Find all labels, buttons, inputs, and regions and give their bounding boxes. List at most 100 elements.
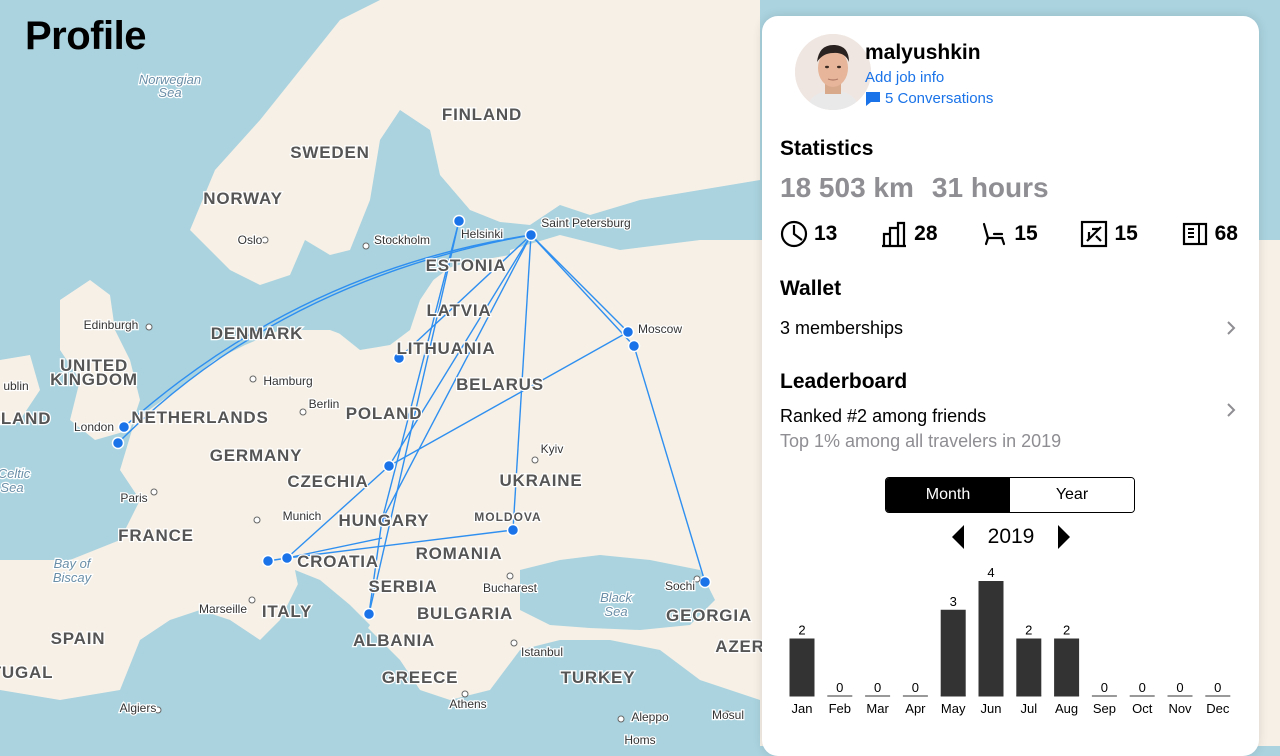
city-dot: [248, 596, 256, 604]
month-tick-label: Jan: [792, 701, 813, 716]
wallet-title: Wallet: [780, 277, 842, 300]
leaderboard-rank[interactable]: Ranked #2 among friends: [780, 406, 987, 426]
boarding-pass-icon: [1182, 222, 1207, 246]
mediterranean: [0, 650, 760, 746]
month-tick-label: Jul: [1020, 701, 1037, 716]
map-label: ITALY: [262, 602, 312, 621]
previous-year-arrow-icon[interactable]: [952, 525, 964, 549]
map-label: GREECE: [382, 668, 459, 687]
map-label: Athens: [449, 697, 486, 711]
leaderboard-percentile: Top 1% among all travelers in 2019: [780, 431, 1062, 451]
map-label: Moscow: [638, 322, 682, 336]
monthly-bar-chart: 2 Jan 0 Feb 0 Mar 0 Apr 3 May 4 Jun 2 Jul 2 Aug 0 Sep 0 Oct…: [789, 565, 1231, 716]
route-line: [286, 537, 383, 559]
username: malyushkin: [865, 41, 981, 64]
city-dot: [150, 488, 158, 496]
map-label: Oslo: [238, 233, 263, 247]
month-tick-label: Jun: [981, 701, 1002, 716]
chevron-right-icon[interactable]: [1225, 402, 1237, 418]
month-tick-label: May: [941, 701, 966, 716]
map-label: BULGARIA: [417, 604, 513, 623]
map-label: ROMANIA: [416, 544, 503, 563]
route-point: [452, 214, 466, 228]
route-point: [375, 513, 389, 527]
route-line: [633, 345, 706, 583]
chevron-right-icon[interactable]: [1225, 320, 1237, 336]
add-job-info-link[interactable]: Add job info: [865, 69, 945, 86]
bar[interactable]: [1054, 638, 1080, 697]
map-label: BELARUS: [456, 375, 544, 394]
map-label: Munich: [283, 509, 322, 523]
stat-places[interactable]: 13: [780, 220, 837, 248]
map-label: UKRAINE: [499, 471, 582, 490]
map-label: Hamburg: [263, 374, 312, 388]
city-dot: [299, 408, 307, 416]
map-label: Sea: [158, 85, 181, 100]
city-dot: [510, 639, 518, 647]
city-dots: [145, 236, 731, 723]
month-tick-label: Aug: [1055, 701, 1078, 716]
map-label: CROATIA: [297, 552, 379, 571]
map-label: Aleppo: [631, 710, 669, 724]
land-uk: [60, 280, 140, 440]
map-label: DENMARK: [211, 324, 303, 343]
bar[interactable]: [1016, 638, 1042, 697]
stat-seats-value: 15: [1014, 222, 1038, 245]
map-label: Black: [600, 590, 633, 605]
stat-boarding-passes[interactable]: 68: [1181, 220, 1238, 248]
month-tab[interactable]: Month: [886, 478, 1010, 512]
month-tick-label: Dec: [1206, 701, 1230, 716]
route-point: [524, 228, 538, 242]
statistics-title: Statistics: [780, 137, 874, 160]
profile-panel: malyushkin Add job info 5 Conversations …: [762, 16, 1259, 756]
route-line: [381, 220, 460, 521]
map-label: Norwegian: [139, 72, 201, 87]
map-label: NORWAY: [203, 189, 282, 208]
city-dot: [506, 572, 514, 580]
stat-cities[interactable]: 28: [880, 220, 938, 248]
route-line: [368, 220, 460, 615]
map-label: SWEDEN: [290, 143, 369, 162]
map-label: AZER: [715, 637, 764, 656]
land-ireland: [0, 355, 40, 425]
year-tab[interactable]: Year: [1010, 478, 1134, 512]
route-point: [382, 459, 396, 473]
map-label: FINLAND: [442, 105, 522, 124]
map-label: London: [74, 420, 114, 434]
city-dot: [154, 706, 162, 714]
adriatic: [295, 570, 370, 640]
bar-value-label: 0: [912, 680, 919, 695]
route-point: [506, 523, 520, 537]
stat-airports[interactable]: 15: [1080, 220, 1138, 248]
avatar[interactable]: [795, 34, 871, 110]
city-dot: [531, 456, 539, 464]
conversations-link[interactable]: 5 Conversations: [865, 90, 993, 107]
bar[interactable]: [978, 581, 1004, 696]
bar-value-label: 0: [1176, 680, 1183, 695]
map-label: Saint Petersburg: [541, 216, 630, 230]
route-line: [381, 234, 532, 521]
map-label: UNITED: [60, 356, 128, 375]
map-label: Marseille: [199, 602, 247, 616]
map-label: KINGDOM: [50, 370, 138, 389]
map-label: Helsinki: [461, 227, 503, 241]
statistics-counts: 13 28 15 15 68: [780, 220, 1238, 248]
memberships-row[interactable]: 3 memberships: [780, 318, 904, 338]
bar[interactable]: [940, 609, 966, 696]
map-label: CZECHIA: [287, 472, 368, 491]
map-label: Edinburgh: [84, 318, 139, 332]
route-point: [117, 420, 131, 434]
map-label: Stockholm: [374, 233, 430, 247]
stat-seats[interactable]: 15: [980, 220, 1038, 248]
bar[interactable]: [789, 638, 815, 697]
map-label: GEORGIA: [666, 606, 752, 625]
map-label: MOLDOVA: [474, 510, 541, 524]
bar-value-label: 0: [874, 680, 881, 695]
bar-value-label: 0: [1214, 680, 1221, 695]
map-label: Berlin: [309, 397, 340, 411]
map-label: SPAIN: [51, 629, 106, 648]
next-year-arrow-icon[interactable]: [1058, 525, 1070, 549]
bar-value-label: 0: [1139, 680, 1146, 695]
route-point: [698, 575, 712, 589]
